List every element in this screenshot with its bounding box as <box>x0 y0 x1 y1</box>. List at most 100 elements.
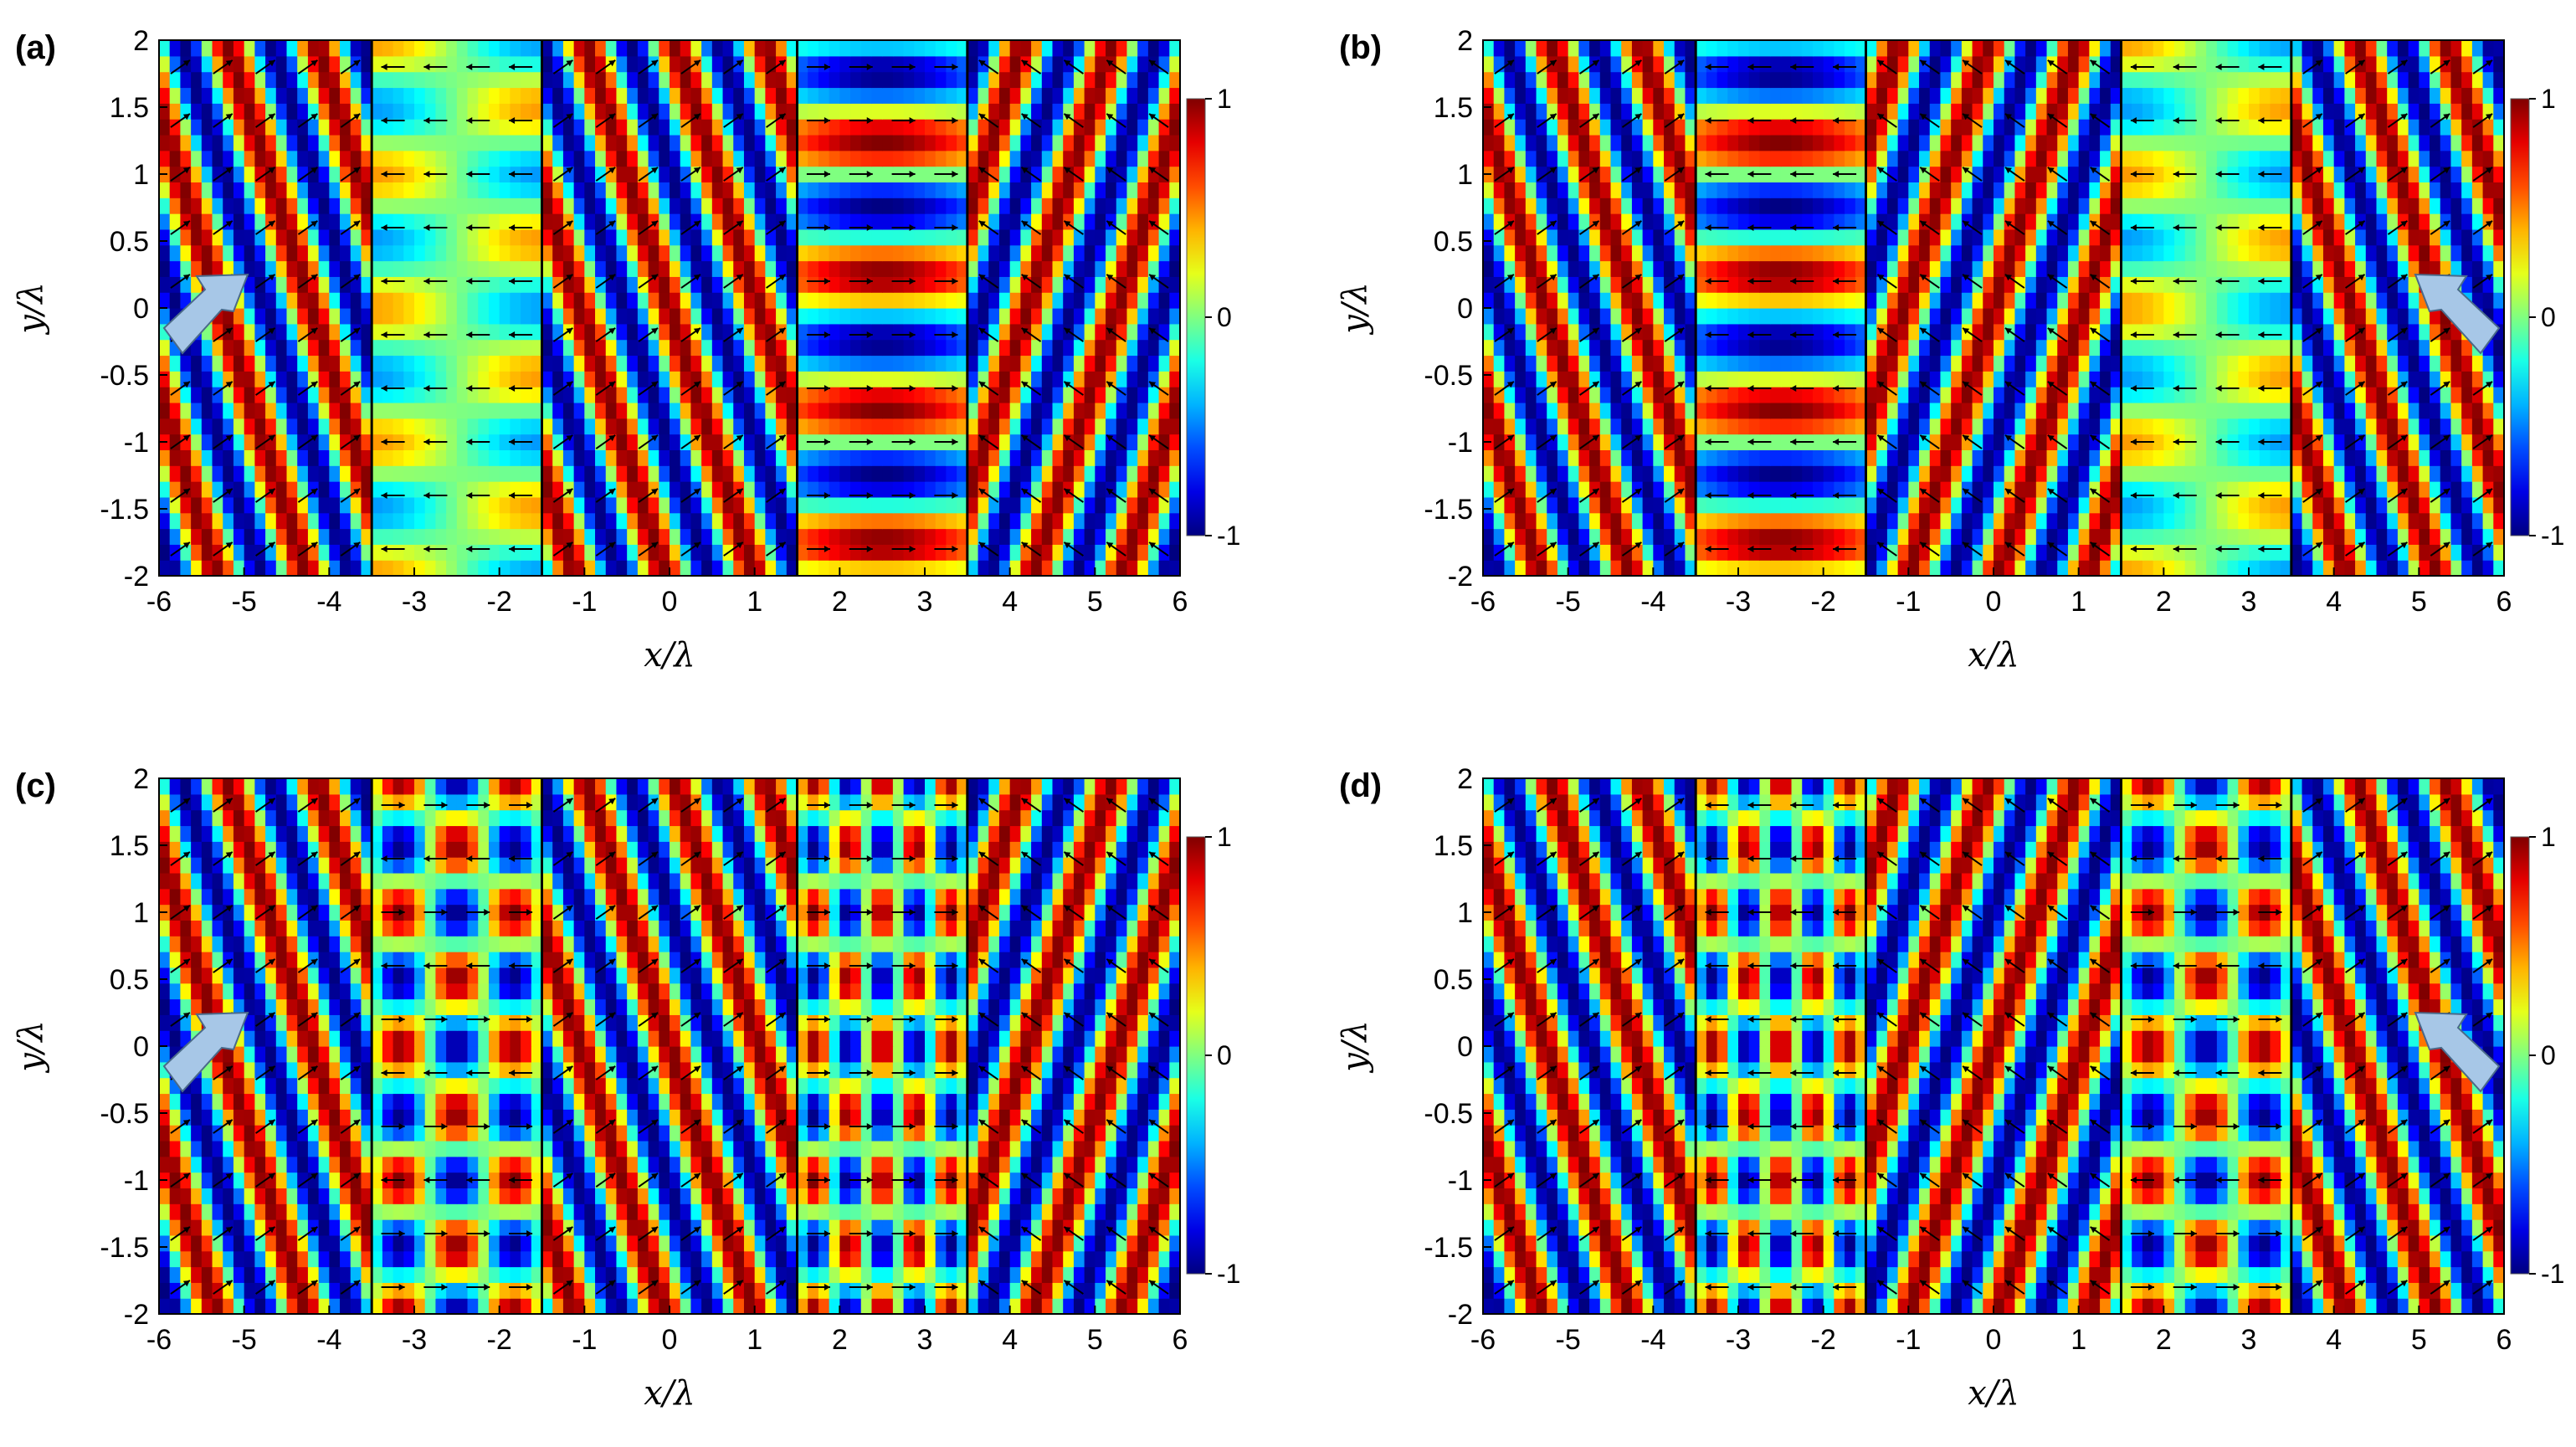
field-cell <box>286 119 298 136</box>
field-cell <box>318 276 330 293</box>
field-cell <box>925 198 936 214</box>
field-cell <box>701 134 713 151</box>
field-cell <box>2206 528 2218 545</box>
field-cell <box>829 260 840 277</box>
field-cell <box>2004 449 2016 466</box>
field-cell <box>1158 166 1170 183</box>
field-arrowhead <box>866 439 873 445</box>
field-cell <box>914 276 926 293</box>
field-cell <box>1961 496 1973 514</box>
field-cell <box>488 371 500 387</box>
field-cell <box>616 55 628 73</box>
field-cell <box>562 339 575 357</box>
field-cell <box>361 387 372 403</box>
field-cell <box>2344 449 2356 466</box>
field-cell <box>275 418 288 435</box>
field-cell <box>169 87 182 104</box>
field-cell <box>467 323 479 341</box>
field-cell <box>818 371 830 387</box>
field-cell <box>2450 402 2462 419</box>
field-cell <box>2184 512 2197 530</box>
field-cell <box>935 292 947 309</box>
field-cell <box>2057 481 2069 498</box>
field-cell <box>191 449 203 466</box>
field-cell <box>839 87 851 104</box>
field-cell <box>659 276 670 293</box>
field-cell <box>2355 544 2367 561</box>
field-cell <box>1855 418 1867 435</box>
field-cell <box>340 244 352 262</box>
field-cell <box>307 182 320 198</box>
field-cell <box>797 308 808 325</box>
field-cell <box>584 528 596 545</box>
field-cell <box>850 87 862 104</box>
field-cell <box>2249 512 2260 530</box>
field-cell <box>446 244 458 262</box>
field-cell <box>414 323 426 341</box>
field-arrowhead <box>466 278 473 285</box>
field-cell <box>467 371 479 387</box>
field-cell <box>393 528 404 545</box>
field-arrowhead <box>608 434 616 442</box>
field-cell <box>627 402 639 419</box>
field-cell <box>1137 260 1149 277</box>
field-cell <box>978 544 989 561</box>
field-cell <box>839 292 851 309</box>
field-cell <box>595 71 607 89</box>
field-arrowhead <box>353 488 361 495</box>
field-cell <box>1169 560 1180 576</box>
field-cell <box>488 339 500 357</box>
field-cell <box>424 55 437 73</box>
field-cell <box>860 308 873 325</box>
field-cell <box>382 418 394 435</box>
field-cell <box>2078 560 2090 576</box>
field-cell <box>2397 449 2409 466</box>
field-cell <box>2333 512 2345 530</box>
field-cell <box>531 198 543 214</box>
field-cell <box>1063 308 1075 325</box>
x-tick-label: -6 <box>146 586 172 618</box>
field-cell <box>541 87 553 104</box>
field-cell <box>424 71 437 89</box>
field-cell <box>573 465 585 482</box>
field-cell <box>1865 560 1877 576</box>
field-cell <box>2312 528 2324 545</box>
field-cell <box>254 40 266 57</box>
field-cell <box>2365 402 2378 419</box>
field-cell <box>711 276 724 293</box>
field-cell <box>265 465 277 482</box>
field-cell <box>1020 387 1032 403</box>
field-cell <box>2206 512 2218 530</box>
field-cell <box>244 449 255 466</box>
field-cell <box>372 544 383 561</box>
field-cell <box>1802 560 1814 576</box>
field-cell <box>754 260 766 277</box>
field-arrowhead <box>509 546 516 552</box>
field-cell <box>1147 512 1160 530</box>
field-cell <box>1770 544 1782 561</box>
field-cell <box>1780 418 1793 435</box>
field-cell <box>372 323 383 341</box>
field-cell <box>244 71 255 89</box>
field-cell <box>839 244 851 262</box>
field-cell <box>1812 465 1824 482</box>
field-cell <box>892 449 905 466</box>
field-cell <box>1759 465 1771 482</box>
field-cell <box>829 323 840 341</box>
field-cell <box>829 496 840 514</box>
field-cell <box>1547 418 1558 435</box>
field-cell <box>1653 512 1665 530</box>
field-cell <box>616 434 628 451</box>
field-cell <box>286 402 298 419</box>
field-cell <box>1169 449 1180 466</box>
field-cell <box>903 449 915 466</box>
field-cell <box>967 55 979 73</box>
field-cell <box>1802 512 1814 530</box>
field-cell <box>935 134 947 151</box>
field-cell <box>1158 528 1170 545</box>
field-cell <box>562 496 575 514</box>
field-cell <box>1919 402 1931 419</box>
field-cell <box>988 323 1000 341</box>
field-cell <box>1547 496 1558 514</box>
field-cell <box>627 71 639 89</box>
